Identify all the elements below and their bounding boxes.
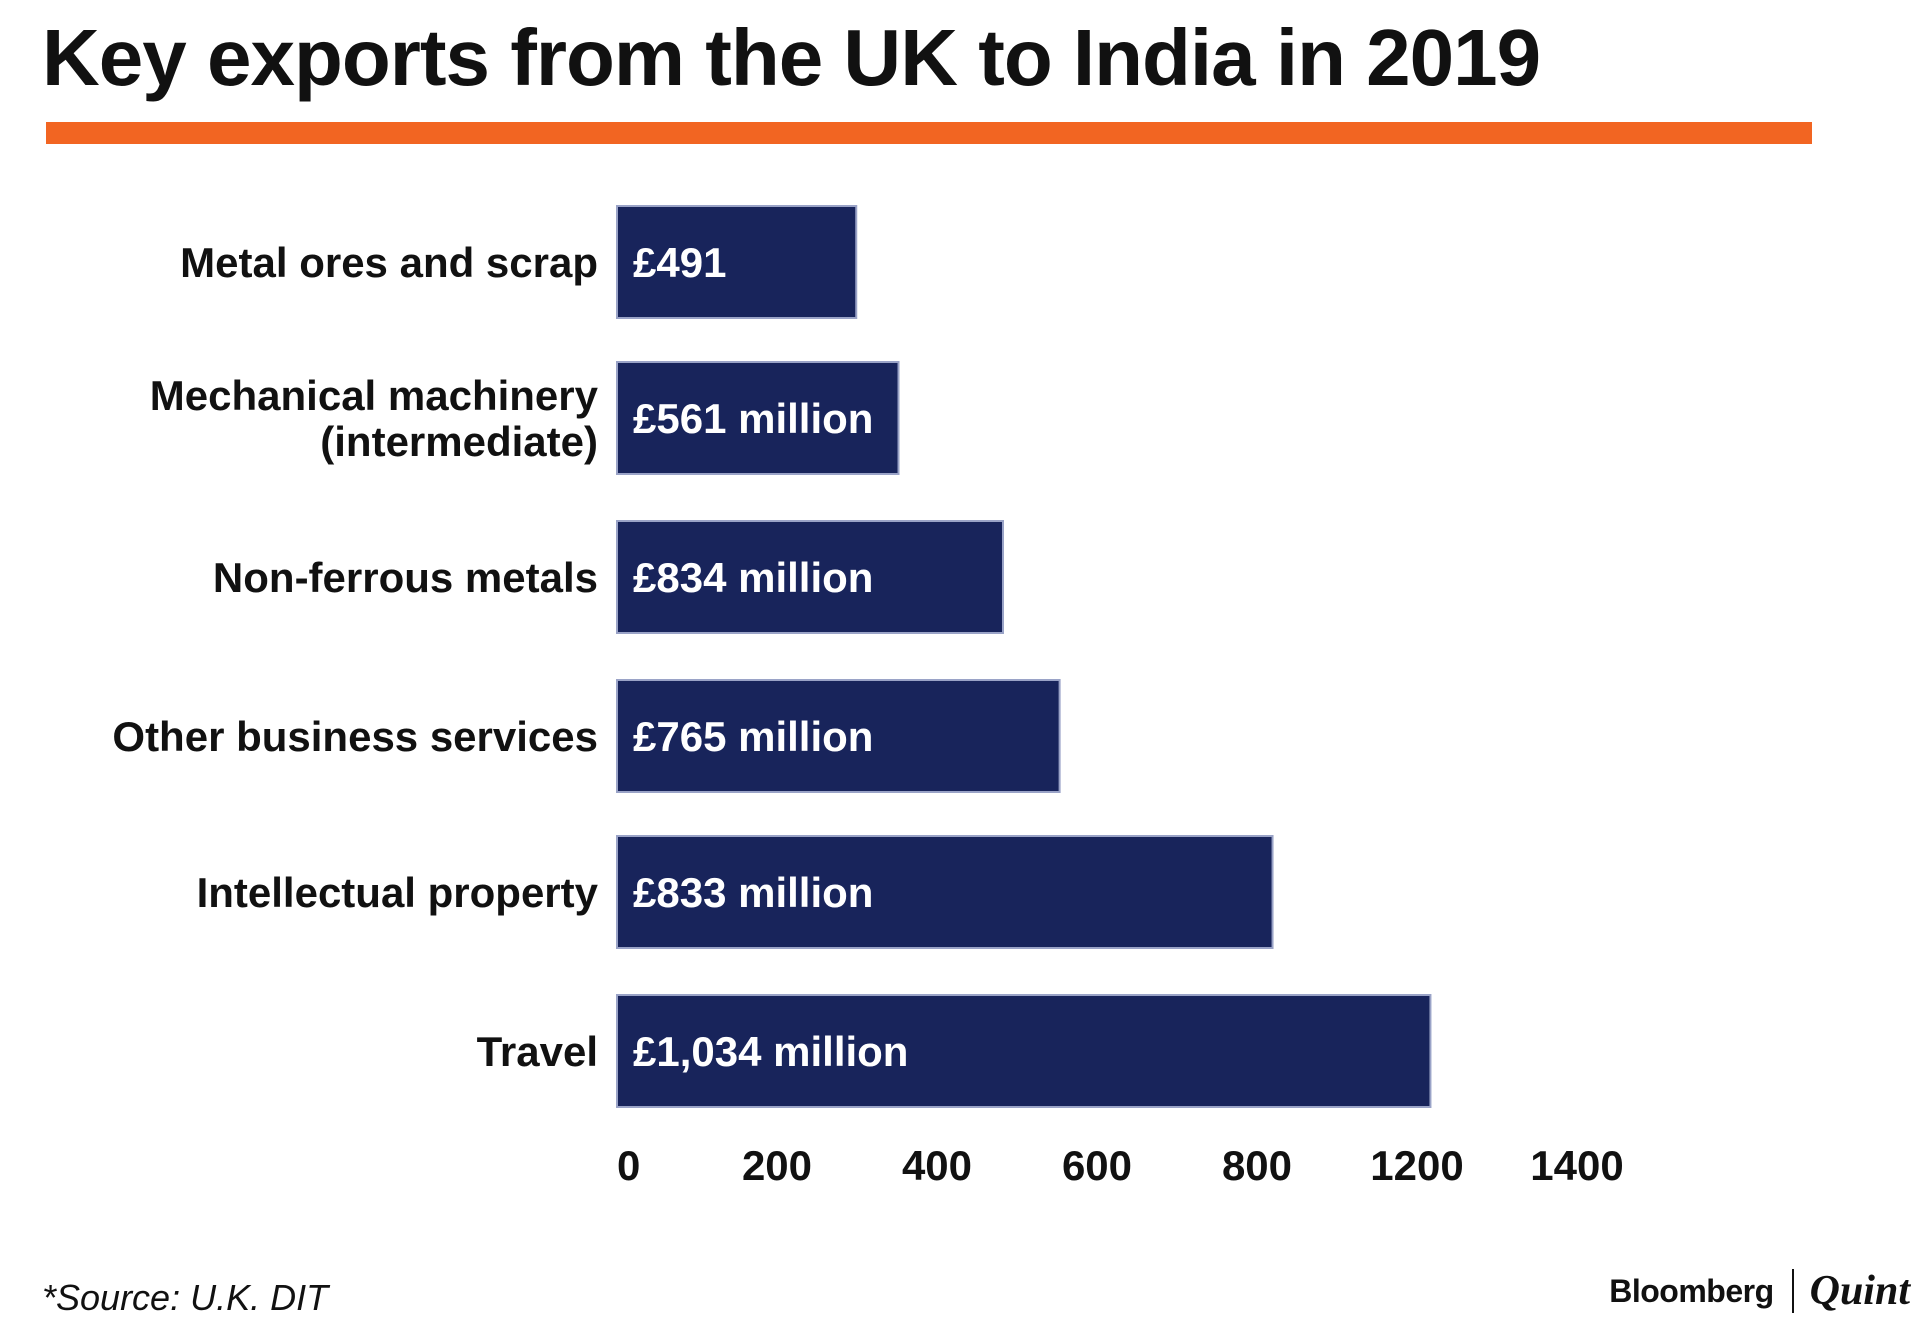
data-label-travel: £1,034 million	[633, 1028, 908, 1075]
category-label-non-ferrous-metals: Non-ferrous metals	[213, 554, 598, 601]
category-label-mechanical-machinery-intermediate: Mechanical machinery (intermediate)	[150, 372, 599, 465]
x-tick-label-0: 0	[617, 1142, 640, 1189]
data-label-other-business-services: £765 million	[633, 713, 873, 760]
data-label-mechanical-machinery-intermediate: £561 million	[633, 395, 873, 442]
source-note: *Source: U.K. DIT	[42, 1277, 329, 1318]
x-axis-tick-labels-group: 0 200 400 600 800 1200 1400	[617, 1142, 1624, 1189]
bar-metal-ores-and-scrap	[616, 205, 858, 319]
data-label-intellectual-property: £833 million	[633, 869, 873, 916]
brand-quint: Quint	[1809, 1268, 1910, 1314]
x-tick-label-1400: 1400	[1530, 1142, 1623, 1189]
category-label-metal-ores-and-scrap: Metal ores and scrap	[180, 239, 598, 286]
bar-intellectual-property	[616, 835, 1274, 949]
category-label-other-business-services: Other business services	[112, 713, 598, 760]
x-tick-label-1200: 1200	[1370, 1142, 1463, 1189]
title-accent-rule	[46, 122, 1812, 144]
category-label-intellectual-property: Intellectual property	[197, 869, 599, 916]
bar-mechanical-machinery-intermediate	[616, 361, 900, 475]
brand-bloomberg: Bloomberg	[1609, 1272, 1774, 1309]
bars-group	[616, 205, 1432, 1108]
data-label-non-ferrous-metals: £834 million	[633, 554, 873, 601]
brand-divider	[1791, 1269, 1794, 1313]
bar-non-ferrous-metals	[616, 520, 1004, 634]
data-labels-group: £491 £561 million £834 million £765 million…	[633, 239, 908, 1075]
chart-title: Key exports from the UK to India in 2019	[42, 13, 1541, 102]
category-labels-group: Metal ores and scrap Mechanical machinery…	[112, 239, 598, 1075]
x-tick-label-800: 800	[1222, 1142, 1292, 1189]
category-label-travel: Travel	[477, 1028, 598, 1075]
brand-logo: Bloomberg Quint	[1609, 1266, 1910, 1316]
x-tick-label-400: 400	[902, 1142, 972, 1189]
x-tick-label-200: 200	[742, 1142, 812, 1189]
bar-other-business-services	[616, 679, 1061, 793]
x-tick-label-600: 600	[1062, 1142, 1132, 1189]
data-label-metal-ores-and-scrap: £491	[633, 239, 726, 286]
bar-travel	[616, 994, 1432, 1108]
